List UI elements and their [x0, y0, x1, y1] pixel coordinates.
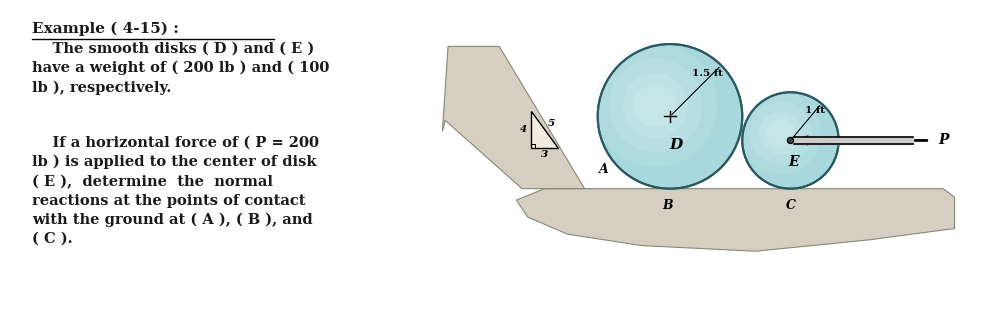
Text: 5: 5 — [548, 119, 555, 128]
Polygon shape — [516, 189, 954, 251]
Text: E: E — [788, 155, 798, 169]
Circle shape — [749, 102, 812, 165]
Text: 4: 4 — [520, 125, 527, 134]
Circle shape — [787, 137, 793, 144]
Circle shape — [623, 73, 688, 138]
Text: B: B — [662, 199, 672, 212]
Text: 1.5 ft: 1.5 ft — [692, 69, 723, 78]
Circle shape — [740, 92, 822, 174]
Text: 3: 3 — [541, 150, 549, 159]
Text: C: C — [785, 199, 795, 212]
Text: P: P — [938, 133, 949, 147]
Circle shape — [608, 58, 703, 153]
Text: The smooth disks ( D ) and ( E )
have a weight of ( 200 lb ) and ( 100
lb ), res: The smooth disks ( D ) and ( E ) have a … — [31, 42, 329, 95]
Circle shape — [767, 119, 795, 148]
Circle shape — [759, 112, 802, 155]
Text: If a horizontal force of ( P = 200
lb ) is applied to the center of disk
( E ), : If a horizontal force of ( P = 200 lb ) … — [31, 136, 318, 246]
Polygon shape — [442, 46, 585, 189]
Text: A: A — [599, 163, 608, 176]
Circle shape — [634, 84, 677, 127]
Text: 1 ft: 1 ft — [805, 106, 825, 115]
Text: Example ( 4-15) :: Example ( 4-15) : — [31, 22, 179, 36]
Text: D: D — [669, 138, 682, 152]
Circle shape — [742, 92, 838, 189]
Circle shape — [598, 44, 742, 189]
Polygon shape — [531, 111, 558, 148]
Circle shape — [594, 44, 717, 167]
